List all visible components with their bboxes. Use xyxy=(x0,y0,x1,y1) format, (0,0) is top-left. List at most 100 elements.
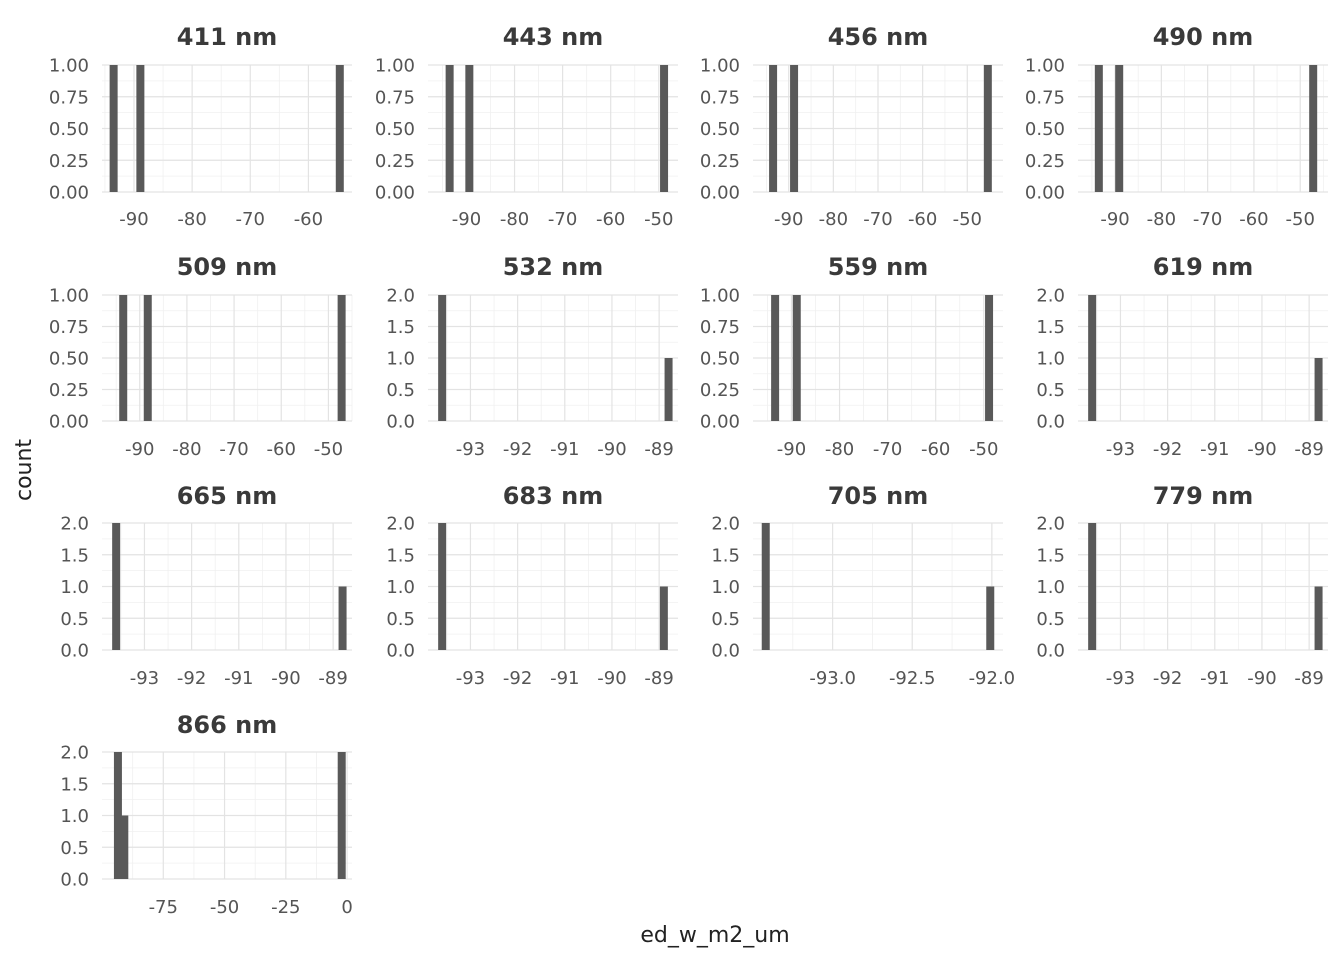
y-tick-label: 0.5 xyxy=(1036,380,1065,401)
x-tick-label: -90 xyxy=(597,668,626,689)
histogram-bar xyxy=(337,295,346,421)
panel-13: 0.0 0.5 1.0 1.5 2.0 -75 -50 -25 0 866 nm xyxy=(60,711,352,918)
y-tick-label: 0.0 xyxy=(386,412,415,433)
y-tick-label: 0.75 xyxy=(375,87,415,108)
y-tick-label: 0.75 xyxy=(1025,87,1065,108)
panel-5: 0.00 0.25 0.50 0.75 1.00 -90 -80 -70 -60 -50 509 n… xyxy=(49,253,353,460)
histogram-bar xyxy=(790,65,799,192)
y-tick-label: 0.25 xyxy=(1025,151,1065,172)
histogram-bar xyxy=(113,752,122,879)
y-tick-label: 1.00 xyxy=(49,56,89,77)
y-tick-label: 0.00 xyxy=(49,183,89,204)
histogram-bar xyxy=(1088,523,1097,650)
y-tick-label: 0.25 xyxy=(700,151,740,172)
y-tick-label: 1.0 xyxy=(1036,577,1065,598)
panel-title: 490 nm xyxy=(1153,23,1254,51)
x-tick-label: -90 xyxy=(1100,209,1129,230)
x-tick-label: -60 xyxy=(596,209,625,230)
x-tick-label: -70 xyxy=(548,209,577,230)
y-tick-label: 0.0 xyxy=(1036,641,1065,662)
y-tick-label: 2.0 xyxy=(386,286,415,307)
y-tick-label: 0.00 xyxy=(700,183,740,204)
y-tick-label: 1.00 xyxy=(700,56,740,77)
histogram-bar xyxy=(771,295,780,421)
y-tick-label: 0.00 xyxy=(375,183,415,204)
x-tick-label: -89 xyxy=(1294,668,1323,689)
y-tick-label: 0.0 xyxy=(60,870,89,891)
histogram-bar xyxy=(143,295,152,421)
x-tick-label: -90 xyxy=(119,209,148,230)
y-tick-label: 0.5 xyxy=(711,609,740,630)
x-tick-label: -80 xyxy=(500,209,529,230)
y-tick-label: 1.00 xyxy=(49,286,89,307)
panel-9: 0.0 0.5 1.0 1.5 2.0 -93 -92 -91 -90 -89 665 nm xyxy=(60,482,352,689)
histogram-bar xyxy=(985,295,994,421)
x-tick-label: -75 xyxy=(149,897,178,918)
y-tick-label: 1.5 xyxy=(60,545,89,566)
y-tick-label: 0.75 xyxy=(49,317,89,338)
y-tick-label: 0.0 xyxy=(711,641,740,662)
x-tick-label: -93 xyxy=(1106,668,1135,689)
histogram-bar xyxy=(338,586,347,650)
y-tick-label: 1.0 xyxy=(386,577,415,598)
x-tick-label: -92 xyxy=(1153,439,1182,460)
histogram-bar xyxy=(1115,65,1124,192)
y-tick-label: 2.0 xyxy=(60,743,89,764)
x-tick-label: -50 xyxy=(1286,209,1315,230)
histogram-bar xyxy=(1309,65,1318,192)
y-tick-label: 0.25 xyxy=(375,151,415,172)
histogram-bar xyxy=(335,65,344,192)
y-tick-label: 0.25 xyxy=(49,380,89,401)
y-tick-label: 1.0 xyxy=(711,577,740,598)
x-tick-label: -89 xyxy=(644,439,673,460)
histogram-bar xyxy=(109,65,118,192)
histogram-bar xyxy=(1314,358,1323,421)
y-tick-label: 1.5 xyxy=(60,774,89,795)
x-tick-label: -60 xyxy=(921,439,950,460)
x-tick-label: -92 xyxy=(503,668,532,689)
histogram-bar xyxy=(986,586,995,650)
histogram-bar xyxy=(1094,65,1103,192)
histogram-bar xyxy=(761,523,770,650)
y-tick-label: 1.5 xyxy=(711,545,740,566)
y-tick-label: 0.50 xyxy=(700,119,740,140)
histogram-bar xyxy=(112,523,121,650)
y-tick-label: 0.0 xyxy=(60,641,89,662)
y-tick-label: 0.0 xyxy=(386,641,415,662)
x-tick-label: -70 xyxy=(236,209,265,230)
histogram-bar xyxy=(465,65,474,192)
histogram-bar xyxy=(1088,295,1097,421)
x-tick-label: -92 xyxy=(1153,668,1182,689)
y-tick-label: 0.0 xyxy=(1036,412,1065,433)
y-tick-label: 1.5 xyxy=(386,545,415,566)
panel-6: 0.0 0.5 1.0 1.5 2.0 -93 -92 -91 -90 -89 532 nm xyxy=(386,253,678,460)
panel-title: 705 nm xyxy=(828,482,929,510)
y-axis-label: count xyxy=(12,439,37,501)
histogram-bar xyxy=(983,65,992,192)
y-tick-label: 0.25 xyxy=(49,151,89,172)
histogram-bar xyxy=(438,295,447,421)
panel-title: 456 nm xyxy=(828,23,929,51)
x-tick-label: -91 xyxy=(1200,668,1229,689)
y-tick-label: 0.00 xyxy=(49,412,89,433)
histogram-bar xyxy=(1314,586,1323,650)
x-tick-label: -92 xyxy=(503,439,532,460)
x-tick-label: 0 xyxy=(341,897,352,918)
y-tick-label: 0.50 xyxy=(49,349,89,370)
y-tick-label: 0.00 xyxy=(700,412,740,433)
x-tick-label: -90 xyxy=(271,668,300,689)
x-tick-label: -80 xyxy=(819,209,848,230)
x-tick-label: -50 xyxy=(969,439,998,460)
y-tick-label: 1.5 xyxy=(1036,545,1065,566)
panel-7: 0.00 0.25 0.50 0.75 1.00 -90 -80 -70 -60 -50 559 n… xyxy=(700,253,1003,460)
y-tick-label: 0.50 xyxy=(375,119,415,140)
x-tick-label: -50 xyxy=(210,897,239,918)
y-tick-label: 1.0 xyxy=(386,349,415,370)
panel-8: 0.0 0.5 1.0 1.5 2.0 -93 -92 -91 -90 -89 619 nm xyxy=(1036,253,1328,460)
panel-title: 532 nm xyxy=(503,253,604,281)
histogram-bar xyxy=(664,358,673,421)
y-tick-label: 1.00 xyxy=(375,56,415,77)
x-tick-label: -60 xyxy=(294,209,323,230)
